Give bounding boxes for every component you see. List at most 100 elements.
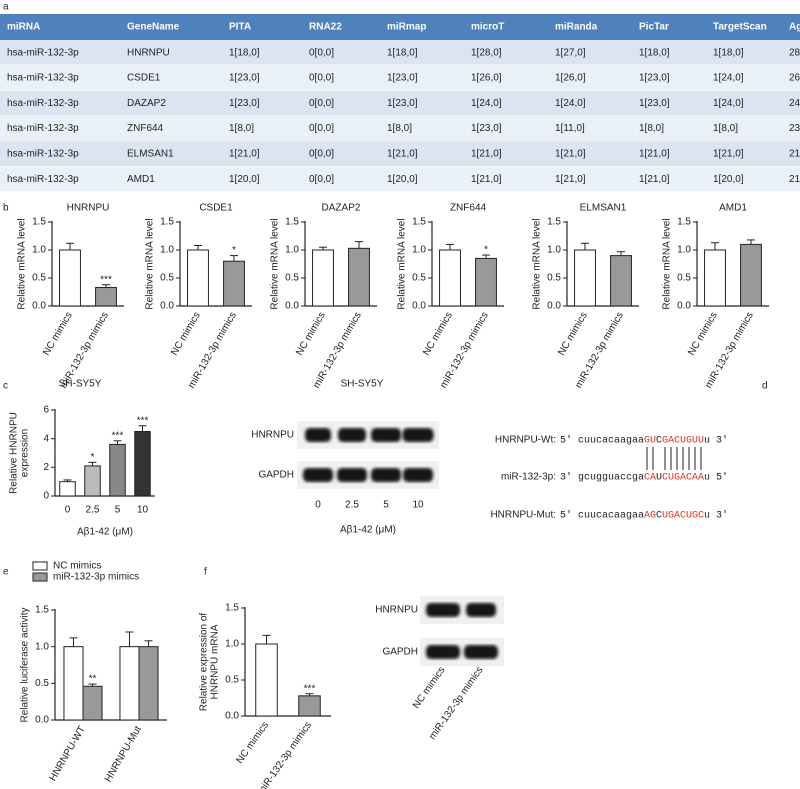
table-cell: hsa-miR-132-3p — [7, 123, 79, 134]
y-tick-label: 4 — [43, 433, 49, 444]
table-cell: 0[0,0] — [309, 73, 334, 84]
error-bar — [262, 634, 271, 644]
sequence-segment: u 3' — [704, 510, 728, 522]
table-cell: 1[23,0] — [229, 98, 260, 109]
error-bar — [711, 242, 719, 250]
chart-title: CSDE1 — [199, 203, 233, 214]
bar — [610, 255, 632, 307]
table-cell: 1[8,0] — [713, 123, 738, 134]
table-cell: hsa-miR-132-3p — [7, 73, 79, 84]
y-tick-label: 0.5 — [547, 273, 561, 284]
error-bar — [581, 242, 589, 250]
y-tick-label: 1.0 — [285, 245, 299, 256]
x-tick-label: HNRNPU-Mut — [103, 724, 144, 784]
y-axis-label: Relative expression of — [199, 613, 210, 712]
error-bar — [88, 461, 97, 466]
table-header-bg — [0, 14, 800, 40]
error-bar — [319, 246, 327, 250]
table-cell: 1[24,0] — [555, 98, 586, 109]
y-tick-label: 6 — [43, 405, 49, 416]
table-cell: 21 — [789, 174, 800, 185]
blot-band — [371, 468, 401, 482]
table-cell: 1[24,0] — [471, 98, 502, 109]
table-header-cell: PicTar — [639, 22, 669, 33]
table-cell: 0[0,0] — [309, 174, 334, 185]
sequence-segment: 3' gcugguaccga — [560, 472, 644, 484]
sequence-segment: 5' cuucacaagaa — [560, 435, 644, 447]
bar — [138, 646, 159, 721]
table-cell: 0[0,0] — [309, 123, 334, 134]
y-tick-label: 1.5 — [677, 217, 691, 228]
table-cell: 1[23,0] — [639, 98, 670, 109]
significance-label: *** — [112, 430, 124, 441]
y-tick-label: 1.5 — [32, 217, 46, 228]
panel-label: f — [204, 567, 207, 578]
table-cell: 1[18,0] — [229, 47, 260, 58]
x-axis-label: Aβ1-42 (μM) — [77, 527, 133, 538]
blot-band — [303, 468, 333, 482]
error-bar — [69, 637, 78, 647]
chart-title: ELMSAN1 — [580, 203, 627, 214]
y-tick-label: 1.0 — [160, 245, 174, 256]
x-tick-label: 5 — [115, 505, 121, 516]
blot-row-label: GAPDH — [382, 647, 418, 658]
y-tick-label: 0.0 — [412, 301, 426, 312]
table-cell: 1[20,0] — [229, 174, 260, 185]
table-header-cell: miRanda — [555, 22, 598, 33]
table-cell: 0[0,0] — [309, 47, 334, 58]
table-row-bg — [0, 65, 800, 91]
y-tick-label: 1.0 — [225, 639, 239, 650]
blot-band — [337, 468, 367, 482]
table-cell: hsa-miR-132-3p — [7, 174, 79, 185]
chart-title: SH-SY5Y — [59, 379, 102, 390]
table-header-cell: RNA22 — [309, 22, 342, 33]
table-cell: 1[8,0] — [229, 123, 254, 134]
table-cell: HNRNPU — [127, 47, 170, 58]
sequence-segment: u 3' — [704, 435, 728, 447]
y-tick-label: 1.5 — [547, 217, 561, 228]
sequence-segment: u 5' — [704, 472, 728, 484]
blot-row-label: HNRNPU — [251, 430, 294, 441]
significance-label: ** — [89, 674, 97, 685]
y-axis-label: expression — [20, 429, 31, 477]
x-tick-label: NC mimics — [169, 310, 203, 357]
significance-label: *** — [304, 683, 316, 694]
y-axis-label: HNRNPU mRNA — [210, 624, 221, 699]
table-cell: 1[21,0] — [639, 174, 670, 185]
bar — [82, 685, 103, 721]
table-row-bg — [0, 40, 800, 66]
significance-label: * — [91, 452, 95, 463]
legend-label: NC mimics — [53, 561, 101, 572]
error-bar — [144, 640, 153, 647]
table-cell: AMD1 — [127, 174, 155, 185]
bar — [475, 257, 497, 307]
error-bar — [194, 245, 202, 250]
table-cell: 24 — [789, 98, 800, 109]
panel-label: b — [3, 203, 9, 214]
sequence-segment: CA — [644, 473, 656, 484]
significance-label: *** — [137, 415, 149, 426]
sequence-segment: GU — [644, 436, 656, 447]
table-cell: 1[8,0] — [639, 123, 664, 134]
blot-band — [371, 428, 401, 442]
y-tick-label: 0.0 — [547, 301, 561, 312]
sequence-label: miR-132-3p: — [501, 472, 556, 483]
table-cell: 1[21,0] — [639, 148, 670, 159]
table-cell: 1[24,0] — [713, 98, 744, 109]
error-bar — [125, 631, 134, 647]
y-tick-label: 0.0 — [35, 715, 49, 726]
table-row-bg — [0, 90, 800, 116]
bar — [187, 249, 209, 307]
y-tick-label: 0.5 — [677, 273, 691, 284]
table-cell: 1[27,0] — [555, 47, 586, 58]
table-cell: 1[24,0] — [713, 73, 744, 84]
bar — [312, 249, 334, 307]
bar — [63, 646, 84, 721]
table-cell: 1[23,0] — [387, 98, 418, 109]
chart-title: DAZAP2 — [322, 203, 361, 214]
error-bar — [66, 242, 74, 250]
x-tick-label: NC mimics — [421, 310, 455, 357]
bar — [740, 243, 762, 307]
table-cell: 1[23,0] — [471, 123, 502, 134]
